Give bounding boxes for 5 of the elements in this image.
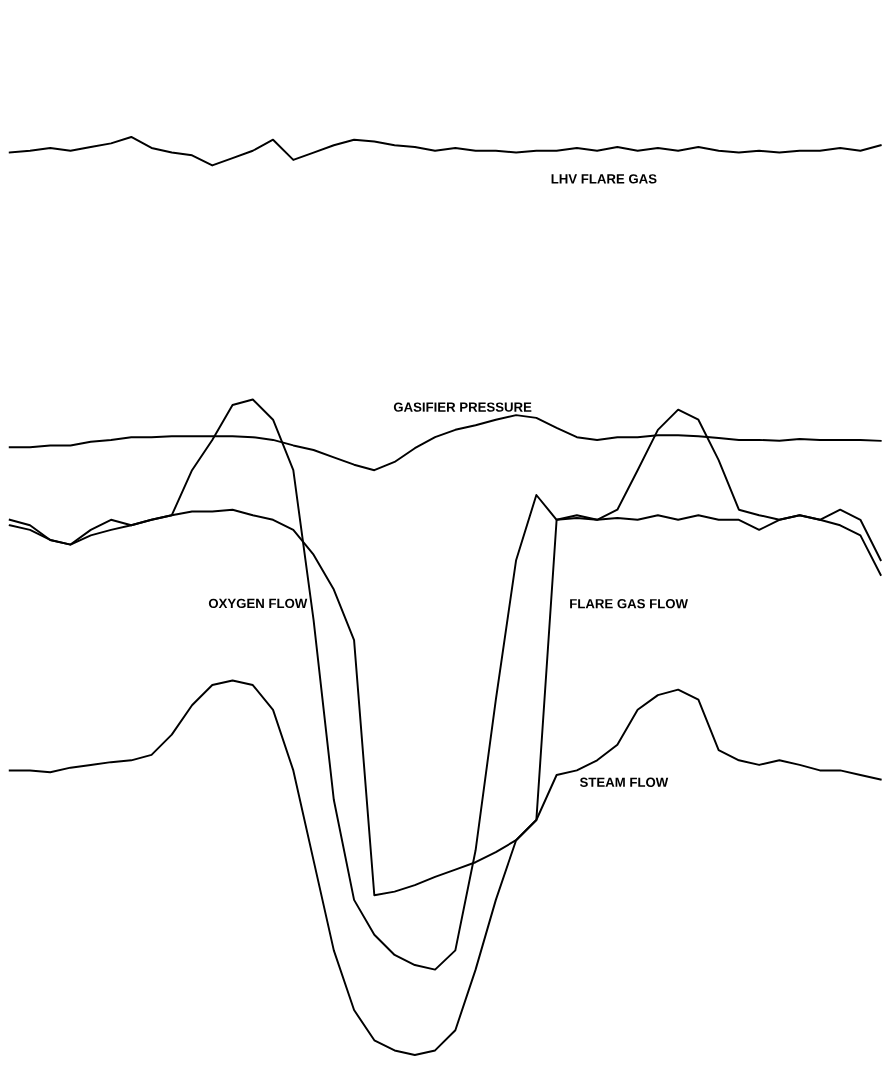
series-label: LHV FLARE GAS	[551, 174, 657, 184]
series-label: FLARE GAS FLOW	[570, 598, 688, 609]
series-label: OXYGEN FLOW	[208, 598, 308, 609]
series-label: GASIFIER PRESSURE	[393, 402, 532, 412]
series-label: STEAM FLOW	[579, 777, 669, 787]
